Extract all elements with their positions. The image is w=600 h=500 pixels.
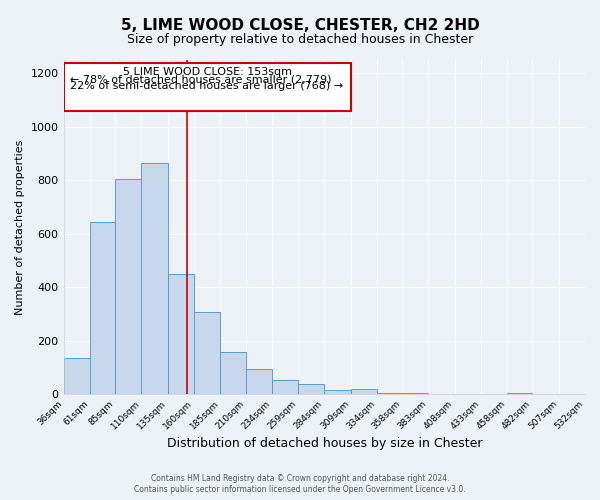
- Bar: [142, 163, 167, 394]
- Text: ← 78% of detached houses are smaller (2,779): ← 78% of detached houses are smaller (2,…: [70, 74, 331, 84]
- Bar: [298, 384, 324, 394]
- Bar: [247, 369, 272, 394]
- Text: 5, LIME WOOD CLOSE, CHESTER, CH2 2HD: 5, LIME WOOD CLOSE, CHESTER, CH2 2HD: [121, 18, 479, 32]
- Text: 22% of semi-detached houses are larger (768) →: 22% of semi-detached houses are larger (…: [70, 80, 343, 90]
- Bar: [272, 380, 298, 394]
- Text: Contains HM Land Registry data © Crown copyright and database right 2024.
Contai: Contains HM Land Registry data © Crown c…: [134, 474, 466, 494]
- Bar: [324, 390, 350, 394]
- Bar: [194, 312, 220, 394]
- Bar: [167, 274, 194, 394]
- Bar: [402, 393, 428, 394]
- Bar: [377, 393, 402, 394]
- Bar: [115, 179, 142, 394]
- Bar: [64, 62, 350, 111]
- Y-axis label: Number of detached properties: Number of detached properties: [15, 140, 25, 315]
- Bar: [220, 352, 247, 395]
- Text: 5 LIME WOOD CLOSE: 153sqm: 5 LIME WOOD CLOSE: 153sqm: [122, 66, 292, 76]
- Text: Size of property relative to detached houses in Chester: Size of property relative to detached ho…: [127, 32, 473, 46]
- Bar: [64, 358, 90, 394]
- X-axis label: Distribution of detached houses by size in Chester: Distribution of detached houses by size …: [167, 437, 482, 450]
- Bar: [350, 389, 377, 394]
- Bar: [90, 222, 115, 394]
- Bar: [507, 393, 532, 394]
